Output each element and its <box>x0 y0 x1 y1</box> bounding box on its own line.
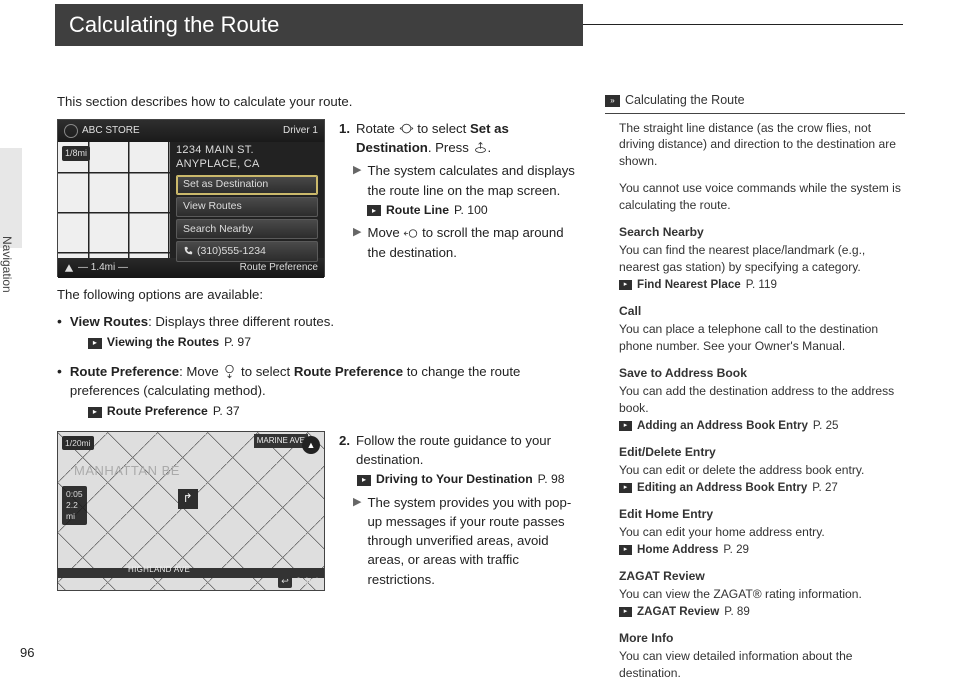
ss1-dist: 1.4mi <box>91 262 115 273</box>
cross-ref: Adding an Address Book EntryP. 25 <box>619 418 905 434</box>
sidebar-section-head: Search Nearby <box>619 224 905 241</box>
sidebar-section: More InfoYou can view detailed informati… <box>619 630 905 682</box>
sidebar-paragraph: You cannot use voice commands while the … <box>619 180 905 214</box>
cross-ref: Find Nearest PlaceP. 119 <box>619 277 905 293</box>
press-button-icon <box>473 140 488 155</box>
ref-icon <box>619 421 632 431</box>
sidebar-section-text: You can view detailed information about … <box>619 648 905 682</box>
step2-num: 2. <box>339 431 350 469</box>
step-1: 1. Rotate to select Set as Destination. … <box>339 119 577 277</box>
triangle-bullet-icon: ▶ <box>353 493 361 589</box>
nav-screenshot-2: 1/20mi MANHATTAN BE 0:05 2.2 mi MARINE A… <box>57 431 325 591</box>
sidebar-section-head: Edit Home Entry <box>619 506 905 523</box>
home-icon <box>64 124 78 138</box>
ss1-menu-item: Search Nearby <box>176 219 318 239</box>
sidebar-section: ZAGAT ReviewYou can view the ZAGAT® rati… <box>619 568 905 620</box>
step1-sub1: The system calculates and displays the r… <box>367 161 577 199</box>
main-content: This section describes how to calculate … <box>57 92 577 591</box>
ref-icon <box>619 280 632 290</box>
sidebar-section: Edit Home EntryYou can edit your home ad… <box>619 506 905 558</box>
page-header: Calculating the Route <box>55 4 583 46</box>
option-bullet: • Route Preference: Move to select Route… <box>57 362 577 421</box>
ss2-bottom-dist: 0.4mi <box>296 575 318 588</box>
sidebar-section-head: ZAGAT Review <box>619 568 905 585</box>
triangle-icon <box>64 263 74 273</box>
ss1-addr2: ANYPLACE, CA <box>176 158 318 172</box>
cross-ref: Route Line P. 100 <box>367 202 577 220</box>
ss2-scale: 1/20mi <box>62 436 94 450</box>
step2-text: Follow the route guidance to your destin… <box>356 431 577 469</box>
sidebar-section: Save to Address BookYou can add the dest… <box>619 365 905 434</box>
ss1-menu-item: View Routes <box>176 197 318 217</box>
ss1-menu-item: Set as Destination <box>176 175 318 195</box>
cross-ref: Home AddressP. 29 <box>619 542 905 558</box>
page-number: 96 <box>20 645 34 660</box>
sidebar-section-text: You can view the ZAGAT® rating informati… <box>619 586 905 603</box>
move-joystick-icon <box>403 227 418 240</box>
ss1-title: ABC STORE <box>82 124 140 139</box>
section-tab-label: Navigation <box>0 236 14 293</box>
sidebar-heading: Calculating the Route <box>605 92 905 114</box>
sidebar-section-head: Edit/Delete Entry <box>619 444 905 461</box>
ss1-route-pref: Route Preference <box>240 261 318 276</box>
triangle-bullet-icon: ▶ <box>353 223 361 261</box>
ss1-menu-item: (310)555-1234 <box>176 241 318 261</box>
option-bullet: • View Routes: Displays three different … <box>57 312 577 352</box>
ss2-highland: HIGHLAND AVE <box>128 564 190 576</box>
sidebar-section-head: More Info <box>619 630 905 647</box>
intro-text: This section describes how to calculate … <box>57 92 577 111</box>
sidebar-section: Search NearbyYou can find the nearest pl… <box>619 224 905 293</box>
cross-ref: Route Preference P. 37 <box>88 403 577 421</box>
sidebar-section: Edit/Delete EntryYou can edit or delete … <box>619 444 905 496</box>
sidebar-section-text: You can edit or delete the address book … <box>619 462 905 479</box>
triangle-bullet-icon: ▶ <box>353 161 361 199</box>
move-down-icon <box>222 364 237 379</box>
ref-icon <box>619 483 632 493</box>
ss1-scale: 1/8mi <box>62 146 90 161</box>
options-avail: The following options are available: <box>57 285 577 304</box>
ss1-menu: 1234 MAIN ST. ANYPLACE, CA Set as Destin… <box>170 142 324 258</box>
ref-icon <box>88 338 102 349</box>
ref-icon <box>88 407 102 418</box>
nav-screenshot-1: ABC STORE Driver 1 1/8mi 1234 MAIN ST. A… <box>57 119 325 277</box>
ss1-addr1: 1234 MAIN ST. <box>176 144 318 158</box>
cross-ref: Editing an Address Book EntryP. 27 <box>619 480 905 496</box>
cross-ref: Viewing the Routes P. 97 <box>88 334 577 352</box>
sidebar-section: CallYou can place a telephone call to th… <box>619 303 905 355</box>
cross-ref: Driving to Your Destination P. 98 <box>357 471 577 489</box>
turn-icon: ↱ <box>178 489 198 509</box>
ref-icon <box>619 607 632 617</box>
header-rule <box>583 24 903 25</box>
sidebar-notes: Calculating the Route The straight line … <box>605 92 905 692</box>
sidebar-section-head: Save to Address Book <box>619 365 905 382</box>
sidebar-section-text: You can place a telephone call to the de… <box>619 321 905 355</box>
ref-icon <box>357 475 371 486</box>
sidebar-section-head: Call <box>619 303 905 320</box>
sidebar-section-text: You can add the destination address to t… <box>619 383 905 417</box>
step2-sub: The system provides you with pop-up mess… <box>367 493 577 589</box>
page-title: Calculating the Route <box>69 12 279 38</box>
sidebar-paragraph: The straight line distance (as the crow … <box>619 120 905 171</box>
ref-icon <box>619 545 632 555</box>
north-icon: ▲ <box>302 436 320 454</box>
rotate-dial-icon <box>399 121 414 136</box>
step1-num: 1. <box>339 119 350 157</box>
sidebar-section-text: You can find the nearest place/landmark … <box>619 242 905 276</box>
ref-icon <box>367 205 381 216</box>
step-2: 2. Follow the route guidance to your des… <box>339 431 577 591</box>
ss2-info: 0:05 2.2 mi <box>62 486 87 525</box>
cross-ref: ZAGAT ReviewP. 89 <box>619 604 905 620</box>
section-tab: Navigation <box>0 148 22 248</box>
ss2-marine: MARINE AVE <box>254 434 308 448</box>
sidebar-section-text: You can edit your home address entry. <box>619 524 905 541</box>
return-icon: ↩ <box>278 576 292 588</box>
ss1-driver: Driver 1 <box>283 124 318 139</box>
ss1-map: 1/8mi <box>58 142 170 258</box>
ss2-place: MANHATTAN BE <box>74 462 180 481</box>
sidebar-ref-icon <box>605 95 620 107</box>
